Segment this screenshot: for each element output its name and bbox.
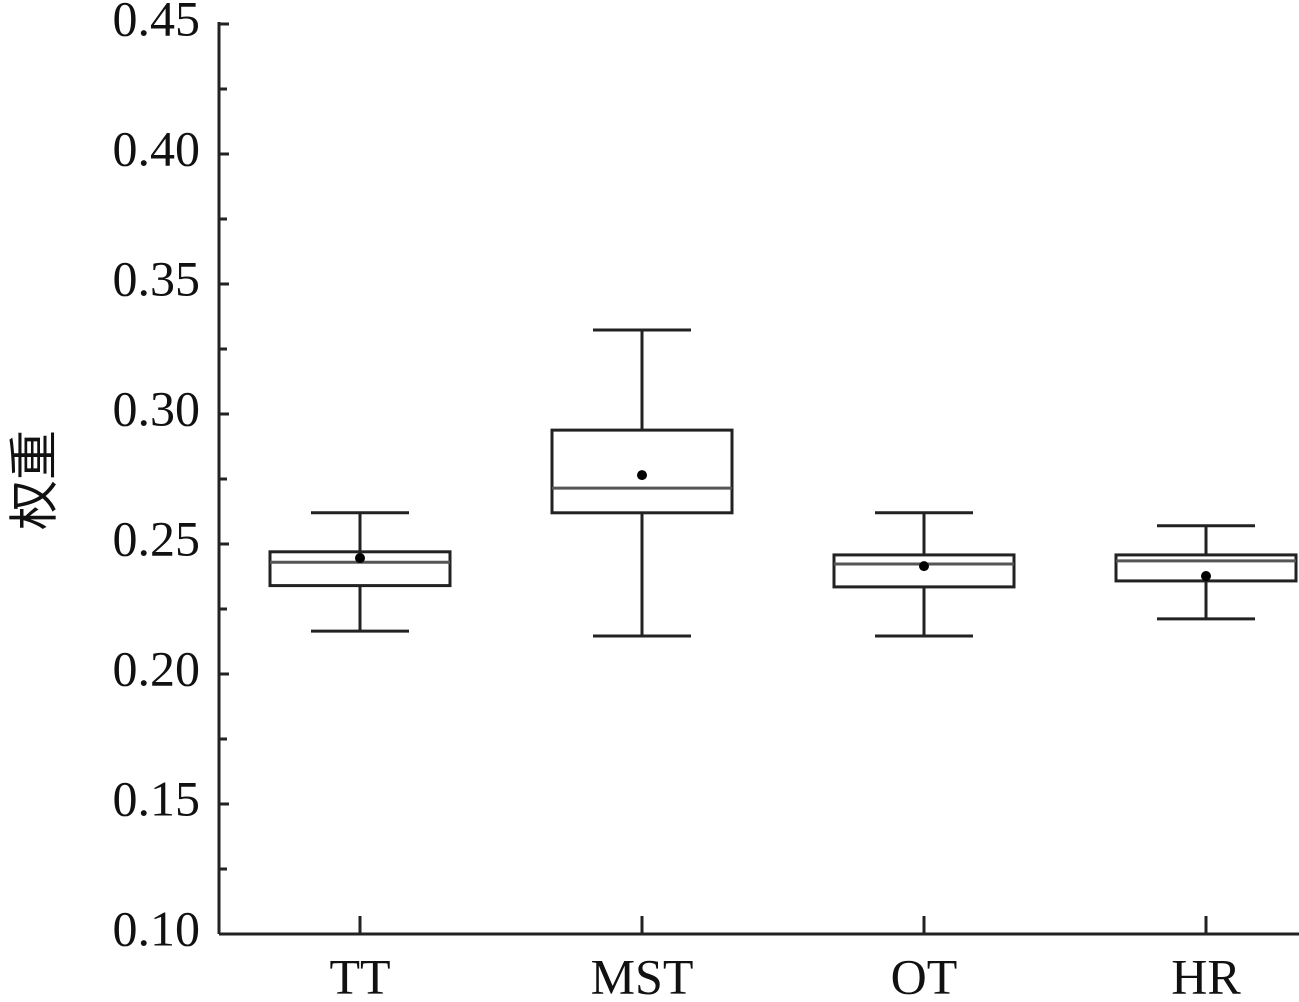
y-tick-label: 0.20 bbox=[113, 640, 201, 696]
mean-marker bbox=[355, 553, 365, 564]
y-tick-label: 0.40 bbox=[113, 120, 201, 176]
y-tick-label: 0.25 bbox=[113, 510, 201, 566]
y-tick-label: 0.15 bbox=[113, 770, 201, 826]
y-tick-label: 0.30 bbox=[113, 380, 201, 436]
y-tick-label: 0.10 bbox=[113, 900, 201, 956]
y-tick-label: 0.45 bbox=[113, 0, 201, 46]
y-axis-label: 权重 bbox=[6, 430, 62, 530]
x-tick-label: HR bbox=[1171, 948, 1241, 1002]
x-tick-label: MST bbox=[591, 948, 694, 1002]
mean-marker bbox=[637, 470, 647, 481]
mean-marker bbox=[1201, 570, 1211, 581]
mean-marker bbox=[919, 561, 929, 572]
y-tick-label: 0.35 bbox=[113, 250, 201, 306]
box bbox=[832, 553, 1016, 589]
x-tick-label: TT bbox=[329, 948, 390, 1002]
x-tick-label: OT bbox=[891, 948, 958, 1002]
